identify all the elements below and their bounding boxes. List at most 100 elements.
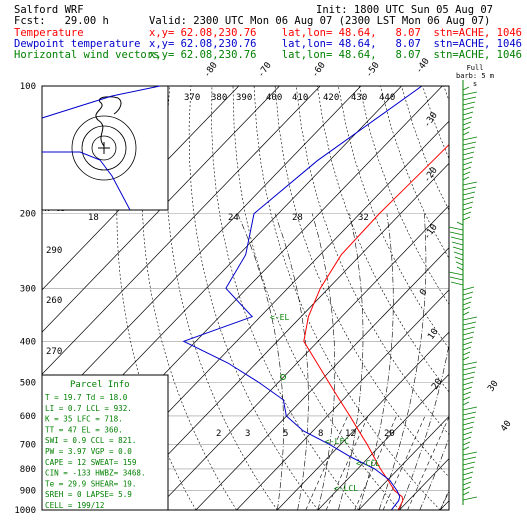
isotherm-line bbox=[42, 86, 240, 291]
barb-key: Full barb: 5 m s bbox=[456, 64, 494, 88]
forecast-hour: Fcst: 29.00 h bbox=[14, 15, 109, 27]
isotherm-line bbox=[277, 331, 449, 510]
mixing-ratio-line bbox=[325, 415, 369, 510]
wind-barb bbox=[462, 446, 470, 451]
parcel-info-row: SREH = 0 LAPSE= 5.9 bbox=[45, 490, 132, 499]
isotherm-line bbox=[236, 289, 449, 510]
wind-barb bbox=[448, 271, 464, 276]
wind-barb bbox=[462, 186, 477, 191]
wind-barb bbox=[448, 226, 464, 231]
wind-barb bbox=[462, 156, 474, 161]
isotherm-label: 30 bbox=[486, 379, 500, 394]
parcel-info-row: T = 19.7 Td = 18.0 bbox=[45, 393, 128, 402]
temperature-legend: Temperature bbox=[14, 27, 84, 39]
wind-barb bbox=[451, 241, 464, 246]
level-annotation: <-LFC bbox=[325, 437, 349, 446]
wind-barb bbox=[462, 321, 477, 326]
wind-barb bbox=[449, 231, 464, 236]
valid-time: Valid: 2300 UTC Mon 06 Aug 07 (2300 LST … bbox=[149, 15, 491, 27]
wind-barb bbox=[462, 431, 473, 436]
dry-adiabat bbox=[141, 86, 237, 510]
theta-side-label: 260 bbox=[46, 296, 62, 306]
wind-barb bbox=[462, 386, 473, 391]
parcel-info-row: PW = 3.97 VGP = 0.0 bbox=[45, 447, 132, 456]
dry-adiabat bbox=[211, 86, 359, 510]
pressure-tick-label: 900 bbox=[20, 487, 36, 497]
dry-adiabat bbox=[359, 86, 449, 305]
wind-barb bbox=[462, 306, 471, 311]
wind-barb bbox=[462, 421, 475, 426]
isotherm-label: -70 bbox=[256, 61, 274, 80]
isotherm-label: -60 bbox=[310, 61, 328, 80]
init-time: Init: 1800 UTC Sun 05 Aug 07 bbox=[316, 4, 494, 16]
isotherm-line bbox=[42, 86, 321, 375]
dry-adiabat bbox=[338, 86, 449, 350]
parcel-info-row: CIN = -133 HWBZ= 3468. bbox=[45, 469, 146, 478]
plot-frame bbox=[41, 85, 450, 511]
parcel-info-row: TT = 47 EL = 360. bbox=[45, 425, 123, 434]
wind-barb bbox=[462, 471, 474, 476]
mixing-ratio-line bbox=[354, 415, 397, 510]
wind-barb bbox=[462, 486, 471, 491]
wind-barb bbox=[462, 436, 472, 441]
dry-adiabat bbox=[443, 86, 449, 102]
isotherm-label: 20 bbox=[430, 377, 444, 392]
wind-barb bbox=[452, 246, 464, 251]
isotherm-line bbox=[114, 162, 449, 510]
moist-adiabat bbox=[312, 213, 336, 510]
isotherm-label: -50 bbox=[364, 61, 382, 80]
isotherm-line bbox=[42, 86, 280, 333]
dewpoint-location: x,y= 62.08,230.76 lat,lon= 48.64, 8.07 s… bbox=[149, 38, 522, 50]
wind-barb bbox=[462, 131, 470, 136]
dry-adiabat bbox=[295, 86, 449, 436]
wind-barb bbox=[462, 376, 475, 381]
wind-barb bbox=[462, 216, 471, 221]
wind-barb bbox=[462, 116, 473, 121]
wind-barb bbox=[462, 461, 476, 466]
wind-barb bbox=[462, 496, 478, 501]
mixing-ratio-line bbox=[439, 489, 449, 510]
wind-barb bbox=[462, 151, 475, 156]
hodograph-trace bbox=[95, 96, 122, 147]
hodograph-scale-label: 440 bbox=[379, 93, 395, 103]
level-annotation: <-EL bbox=[270, 313, 289, 322]
dry-adiabat bbox=[317, 86, 449, 393]
moist-adiabat bbox=[237, 213, 284, 510]
isotherm-line bbox=[195, 247, 449, 510]
pressure-tick-label: 800 bbox=[20, 465, 36, 475]
isotherm-line bbox=[481, 86, 527, 510]
temperature-location: x,y= 62.08,230.76 lat,lon= 48.64, 8.07 s… bbox=[149, 27, 522, 39]
parcel-info-row: SWI = 0.9 CCL = 821. bbox=[45, 436, 136, 445]
model-title: Salford WRF bbox=[14, 4, 84, 16]
mixing-ratio-label: 3 bbox=[245, 429, 250, 439]
hodograph-scale-label: 410 bbox=[292, 93, 308, 103]
wind-barb bbox=[462, 206, 473, 211]
mixing-ratio-label: 12 bbox=[345, 429, 356, 439]
dry-adiabat bbox=[380, 86, 449, 259]
wind-barb bbox=[462, 451, 478, 456]
dry-adiabat bbox=[465, 86, 527, 510]
wind-barb bbox=[450, 236, 464, 241]
hodograph-ring bbox=[91, 135, 117, 161]
wind-barb bbox=[462, 416, 476, 421]
wind-barb bbox=[462, 481, 472, 486]
wind-barb bbox=[462, 456, 477, 461]
parcel-info-row: CAPE = 12 SWEAT= 159 bbox=[45, 458, 137, 467]
wind-barb bbox=[462, 101, 476, 106]
wind-barb bbox=[462, 146, 476, 151]
wind-barb bbox=[462, 141, 477, 146]
wind-barb bbox=[462, 341, 473, 346]
wind-barb bbox=[462, 86, 470, 91]
parcel-info-row: Te = 29.9 SHEAR= 19. bbox=[45, 479, 136, 488]
isotherm-line bbox=[522, 86, 527, 510]
wind-barb bbox=[462, 136, 478, 141]
wind-barb bbox=[462, 106, 475, 111]
wind-barb bbox=[449, 276, 464, 281]
pressure-tick-label: 1000 bbox=[14, 506, 36, 516]
theta-side-label: 290 bbox=[46, 246, 62, 256]
wind-barb bbox=[453, 251, 464, 256]
dry-adiabat bbox=[274, 86, 449, 478]
wind-barb bbox=[455, 261, 464, 266]
mixing-ratio-line bbox=[382, 415, 426, 510]
wind-barb bbox=[454, 256, 464, 261]
